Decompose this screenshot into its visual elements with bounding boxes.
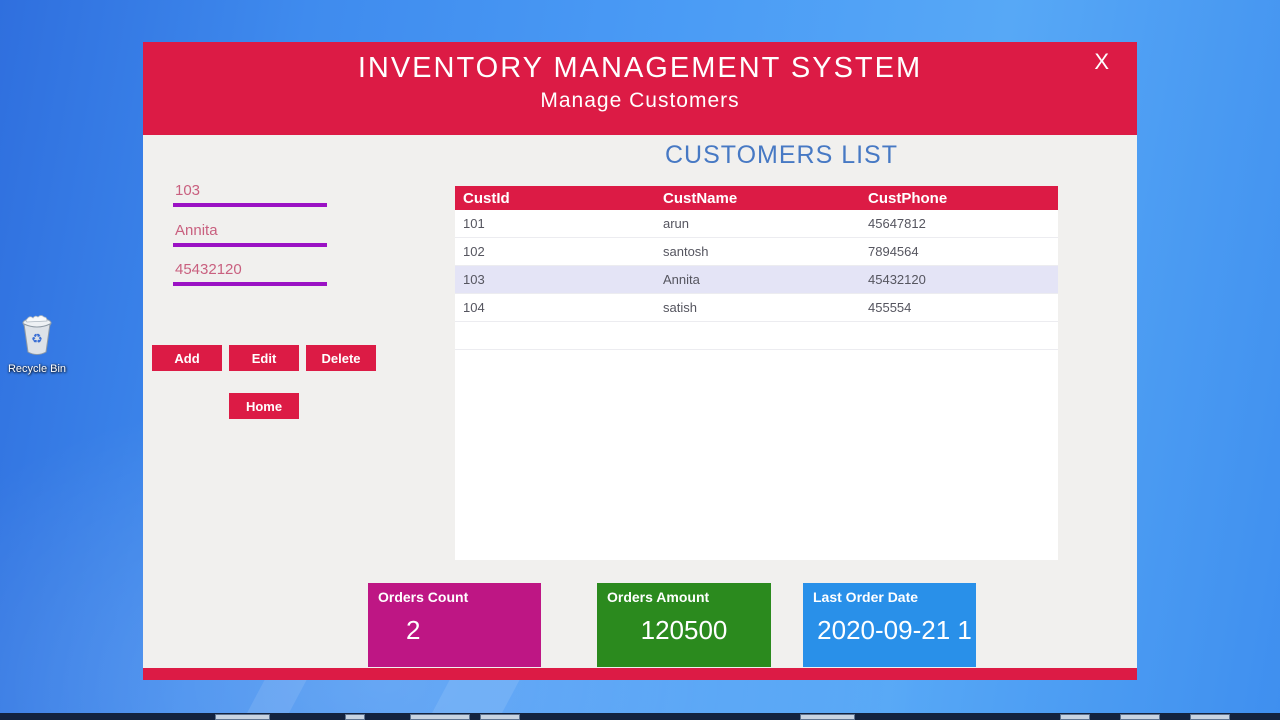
page-title: Manage Customers bbox=[540, 89, 740, 112]
cell-custname: arun bbox=[663, 216, 690, 231]
add-button[interactable]: Add bbox=[152, 345, 222, 371]
recycle-bin-label: Recycle Bin bbox=[7, 363, 67, 375]
taskbar-button bbox=[410, 714, 470, 720]
cell-custid: 101 bbox=[463, 216, 485, 231]
orders-count-box: Orders Count 2 bbox=[368, 583, 541, 667]
orders-count-label: Orders Count bbox=[378, 589, 469, 605]
last-order-date-value: 2020-09-21 1 bbox=[817, 615, 972, 645]
orders-amount-label: Orders Amount bbox=[607, 589, 710, 605]
table-header-row: CustId CustName CustPhone bbox=[455, 186, 1058, 210]
cell-custname: santosh bbox=[663, 244, 709, 259]
customers-list-title: CUSTOMERS LIST bbox=[664, 141, 899, 169]
customer-id-input[interactable] bbox=[173, 179, 327, 207]
delete-button[interactable]: Delete bbox=[306, 345, 376, 371]
customers-table: CustId CustName CustPhone 101 arun 45647… bbox=[455, 186, 1058, 560]
recycle-bin-icon: ♻ bbox=[17, 315, 57, 361]
home-button[interactable]: Home bbox=[229, 393, 299, 419]
cell-custname: satish bbox=[663, 300, 697, 315]
app-title: INVENTORY MANAGEMENT SYSTEM bbox=[357, 52, 923, 84]
window-header: INVENTORY MANAGEMENT SYSTEM Manage Custo… bbox=[143, 42, 1137, 135]
taskbar-button bbox=[800, 714, 855, 720]
customer-phone-input[interactable] bbox=[173, 258, 327, 286]
taskbar-button bbox=[345, 714, 365, 720]
cell-custphone: 45432120 bbox=[868, 272, 926, 287]
cell-custid: 102 bbox=[463, 244, 485, 259]
last-order-date-label: Last Order Date bbox=[813, 589, 919, 605]
taskbar[interactable] bbox=[0, 713, 1280, 720]
customer-name-input[interactable] bbox=[173, 219, 327, 247]
table-row[interactable]: 101 arun 45647812 bbox=[455, 210, 1058, 238]
table-row-selected[interactable]: 103 Annita 45432120 bbox=[455, 266, 1058, 294]
column-header-custname: CustName bbox=[663, 189, 738, 207]
cell-custid: 104 bbox=[463, 300, 485, 315]
cell-custphone: 45647812 bbox=[868, 216, 926, 231]
taskbar-button bbox=[1120, 714, 1160, 720]
close-button[interactable]: X bbox=[1094, 49, 1109, 74]
taskbar-button bbox=[215, 714, 270, 720]
cell-custname: Annita bbox=[663, 272, 700, 287]
edit-button[interactable]: Edit bbox=[229, 345, 299, 371]
cell-custphone: 7894564 bbox=[868, 244, 919, 259]
table-row-empty bbox=[455, 322, 1058, 350]
taskbar-button bbox=[1060, 714, 1090, 720]
table-row[interactable]: 102 santosh 7894564 bbox=[455, 238, 1058, 266]
column-header-custphone: CustPhone bbox=[868, 189, 948, 207]
column-header-custid: CustId bbox=[463, 189, 510, 207]
svg-text:♻: ♻ bbox=[31, 331, 43, 346]
cell-custphone: 455554 bbox=[868, 300, 912, 315]
window-bottom-bar bbox=[143, 668, 1137, 680]
orders-amount-value: 120500 bbox=[640, 615, 728, 645]
recycle-bin[interactable]: ♻ Recycle Bin bbox=[6, 313, 68, 375]
taskbar-button bbox=[480, 714, 520, 720]
cell-custid: 103 bbox=[463, 272, 485, 287]
taskbar-button bbox=[1190, 714, 1230, 720]
app-window: INVENTORY MANAGEMENT SYSTEM Manage Custo… bbox=[143, 42, 1137, 680]
orders-amount-box: Orders Amount 120500 bbox=[597, 583, 771, 667]
orders-count-value: 2 bbox=[406, 615, 421, 645]
table-row[interactable]: 104 satish 455554 bbox=[455, 294, 1058, 322]
last-order-date-box: Last Order Date 2020-09-21 1 bbox=[803, 583, 976, 667]
